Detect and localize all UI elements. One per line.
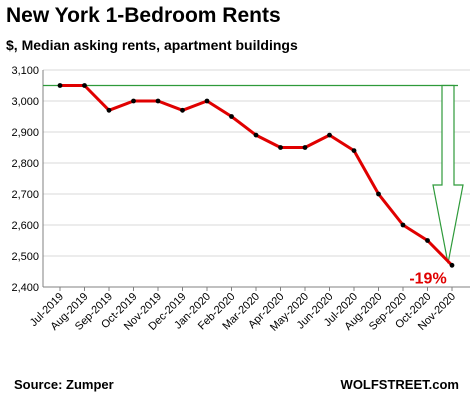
grid-lines bbox=[42, 69, 470, 288]
data-point bbox=[278, 145, 283, 150]
y-tick-label: 2,700 bbox=[11, 189, 39, 201]
decline-callout: -19% bbox=[409, 270, 446, 287]
y-tick-label: 2,600 bbox=[11, 220, 39, 232]
decline-arrow bbox=[432, 84, 464, 264]
brand-label: WOLFSTREET.com bbox=[340, 377, 459, 392]
source-note: Source: Zumper bbox=[14, 377, 114, 392]
y-tick-label: 3,000 bbox=[11, 96, 39, 108]
data-point bbox=[351, 148, 357, 154]
reference-annotation bbox=[43, 84, 464, 264]
data-point bbox=[400, 222, 406, 228]
data-point bbox=[155, 98, 161, 104]
series-layer bbox=[57, 83, 455, 268]
data-point bbox=[253, 132, 259, 138]
data-point bbox=[425, 238, 430, 243]
data-point bbox=[106, 107, 112, 113]
x-axis-ticks: Jul-2019Aug-2019Sep-2019Oct-2019Nov-2019… bbox=[28, 287, 458, 334]
data-point bbox=[302, 145, 308, 150]
series-line bbox=[60, 84, 454, 267]
data-point bbox=[376, 191, 381, 197]
data-point bbox=[449, 262, 455, 268]
data-point bbox=[131, 98, 136, 104]
data-point bbox=[180, 107, 185, 113]
data-point bbox=[82, 83, 87, 88]
y-tick-label: 2,400 bbox=[11, 282, 39, 294]
chart-subtitle: $, Median asking rents, apartment buildi… bbox=[6, 37, 298, 53]
y-tick-label: 3,100 bbox=[11, 65, 39, 77]
data-point bbox=[204, 98, 210, 104]
y-tick-label: 2,900 bbox=[11, 127, 39, 139]
chart-title: New York 1-Bedroom Rents bbox=[6, 4, 281, 27]
y-tick-label: 2,800 bbox=[11, 158, 39, 170]
data-point bbox=[327, 132, 332, 138]
y-tick-label: 2,500 bbox=[11, 251, 39, 263]
y-axis-ticks: 2,400 2,500 2,600 2,700 2,800 2,900 3,000 3,100 bbox=[11, 65, 39, 294]
data-point bbox=[57, 83, 63, 88]
data-point bbox=[229, 114, 234, 119]
